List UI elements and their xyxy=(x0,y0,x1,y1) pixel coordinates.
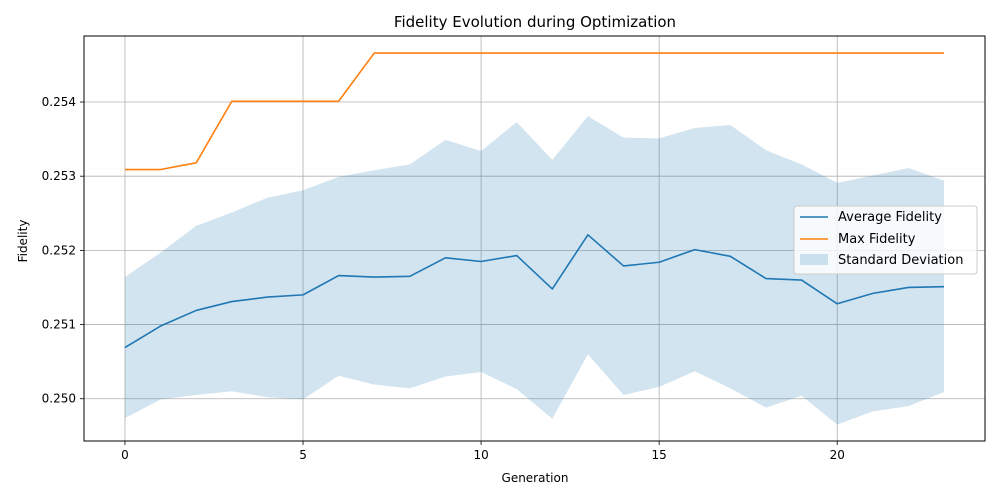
legend-std-label: Standard Deviation xyxy=(838,253,963,268)
x-tick-label: 5 xyxy=(299,448,307,462)
y-axis-label: Fidelity xyxy=(16,220,30,263)
y-tick-label: 0.253 xyxy=(42,169,76,183)
y-tick-label: 0.252 xyxy=(42,243,76,257)
grid xyxy=(84,36,985,441)
chart-title: Fidelity Evolution during Optimization xyxy=(394,13,676,31)
legend-max-label: Max Fidelity xyxy=(838,232,916,247)
average-fidelity-line xyxy=(124,233,945,349)
std-band-layer xyxy=(124,116,945,425)
y-tick-label: 0.250 xyxy=(42,392,76,406)
legend-box xyxy=(793,205,978,275)
plot-frame xyxy=(83,35,986,442)
legend-std-swatch xyxy=(800,254,828,265)
axis-ticks: 0 5 10 15 20 0.250 0.251 0.252 0.253 0.254 xyxy=(42,95,845,462)
y-tick-label: 0.251 xyxy=(42,318,76,332)
series-line-layer xyxy=(124,52,945,349)
x-axis-label: Generation xyxy=(502,471,569,485)
x-tick-label: 20 xyxy=(830,448,845,462)
legend: Average Fidelity Max Fidelity Standard D… xyxy=(793,205,978,275)
standard-deviation-band xyxy=(124,116,945,425)
x-tick-label: 0 xyxy=(121,448,129,462)
x-tick-label: 15 xyxy=(652,448,667,462)
x-tick-label: 10 xyxy=(473,448,488,462)
y-tick-label: 0.254 xyxy=(42,95,76,109)
legend-avg-label: Average Fidelity xyxy=(838,210,942,225)
max-fidelity-line xyxy=(124,52,945,171)
